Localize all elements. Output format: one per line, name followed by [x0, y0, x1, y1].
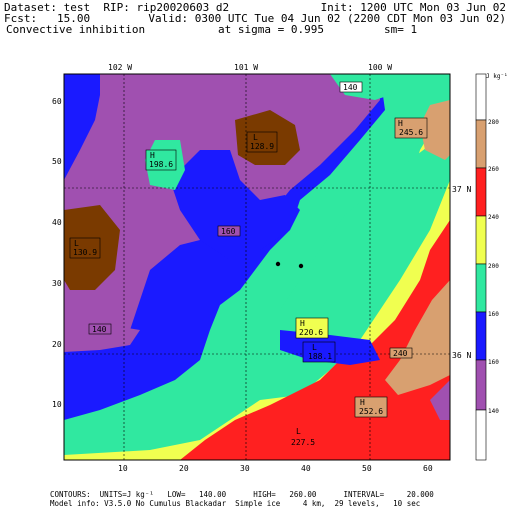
map-label-type: H [150, 151, 155, 160]
region-purple-right [430, 380, 450, 420]
map-label-value: 128.9 [250, 142, 274, 151]
x-tick: 10 [118, 464, 128, 473]
lon-label: 100 W [368, 63, 392, 72]
colorbar-segment [475, 167, 487, 217]
colorbar-label: 200 [488, 263, 499, 270]
region-tan [385, 280, 450, 395]
colorbar-segment [475, 215, 487, 265]
lon-label: 102 W [108, 63, 132, 72]
label-box [88, 323, 112, 335]
map-label-value: 188.1 [308, 352, 332, 361]
colorbar-label: 160 [488, 359, 499, 366]
station-marker [298, 263, 304, 269]
init-time: Init: 1200 UTC Mon 03 Jun 02 [320, 1, 506, 14]
label-box [394, 117, 428, 139]
colorbar-segment [475, 119, 487, 169]
contour-label: 140 [92, 325, 107, 334]
map-label-type: H [398, 119, 403, 128]
y-tick: 30 [52, 279, 62, 288]
label-box [354, 396, 388, 418]
forecast-hour: Fcst: 15.00 [4, 12, 91, 25]
model-info: Model info: V3.5.0 No Cumulus Blackadar … [50, 499, 421, 508]
contour-label: 140 [343, 83, 358, 92]
contour-label: 240 [393, 349, 408, 358]
map-label-type: L [74, 239, 79, 248]
map-label-value: 130.9 [73, 248, 97, 257]
smoothing-label: sm= 1 [384, 23, 418, 36]
colorbar-label: 160 [488, 311, 499, 318]
level-label: at sigma = 0.995 [218, 23, 324, 36]
valid-time: Valid: 0300 UTC Tue 04 Jun 02 (2200 CDT … [148, 12, 506, 25]
field-name: Convective inhibition [6, 23, 146, 36]
map-label-type: L [253, 133, 258, 142]
plot-frame [63, 73, 451, 461]
contour-info: CONTOURS: UNITS=J kg⁻¹ LOW= 140.00 HIGH=… [50, 490, 434, 499]
x-tick: 50 [362, 464, 372, 473]
contour-label: 160 [221, 227, 236, 236]
colorbar-unit: J kg⁻¹ [486, 73, 508, 80]
colorbar-segment [475, 359, 487, 411]
y-tick: 60 [52, 97, 62, 106]
lat-lon-grid [64, 74, 450, 460]
lat-label: 37 N [452, 185, 471, 194]
colorbar-label: 260 [488, 166, 499, 173]
x-tick: 40 [301, 464, 311, 473]
colorbar-segment [475, 409, 487, 461]
map-label-type: L [312, 343, 317, 352]
label-box [339, 81, 363, 93]
region-tan-upper-right [420, 100, 450, 160]
station-marker [275, 261, 281, 267]
colorbar-label: 140 [488, 408, 499, 415]
label-box [302, 341, 336, 363]
x-tick: 30 [240, 464, 250, 473]
region-purple-lower [64, 325, 140, 352]
x-tick: 60 [423, 464, 433, 473]
map-label-value: 227.5 [291, 438, 315, 447]
label-box [69, 237, 101, 259]
colorbar-segment [475, 311, 487, 361]
label-box [145, 149, 177, 171]
label-box [295, 317, 329, 339]
colorbar-label: 280 [488, 119, 499, 126]
region-green-mid [64, 130, 450, 455]
map-label-type: H [360, 398, 365, 407]
region-blue-channel [170, 150, 300, 260]
colorbar-segment [475, 73, 487, 121]
map-label-type: H [300, 319, 305, 328]
y-tick: 40 [52, 218, 62, 227]
colorbar-segment [475, 263, 487, 313]
colorbar [475, 73, 487, 461]
lon-label: 101 W [234, 63, 258, 72]
lat-label: 36 N [452, 351, 471, 360]
dataset-label: Dataset: test RIP: rip20020603 d2 [4, 1, 230, 14]
map-label-value: 220.6 [299, 328, 323, 337]
label-box [246, 131, 278, 153]
map-label-value: 245.6 [399, 128, 423, 137]
y-tick: 50 [52, 157, 62, 166]
map-label-type: L [296, 427, 301, 436]
colorbar-label: 240 [488, 214, 499, 221]
y-tick: 20 [52, 340, 62, 349]
map-label-value: 252.6 [359, 407, 383, 416]
map-label-value: 198.6 [149, 160, 173, 169]
label-box [217, 225, 241, 237]
x-tick: 20 [179, 464, 189, 473]
label-box [389, 347, 413, 359]
y-tick: 10 [52, 400, 62, 409]
